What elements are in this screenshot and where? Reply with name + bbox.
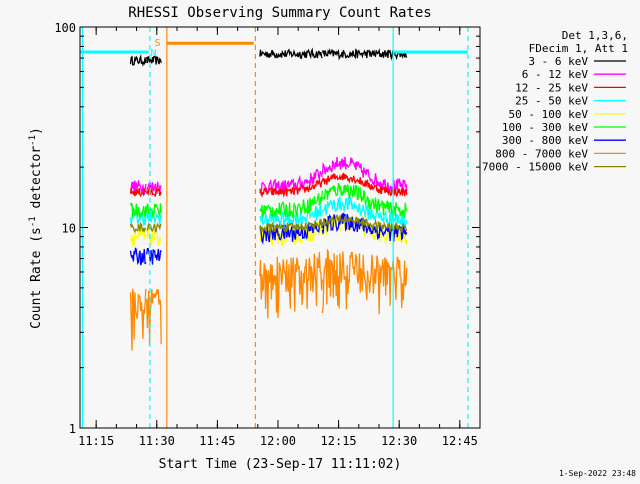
legend-header: Det 1,3,6,	[562, 29, 628, 42]
x-axis-label: Start Time (23-Sep-17 11:11:02)	[159, 457, 402, 472]
x-tick-label: 12:15	[321, 434, 357, 448]
y-tick-label: 10	[62, 222, 76, 236]
mode-label: N	[151, 48, 157, 59]
legend-label: 100 - 300 keV	[502, 121, 588, 134]
legend-label: 300 - 800 keV	[502, 134, 588, 147]
x-tick-label: 12:45	[442, 434, 478, 448]
legend-label: 25 - 50 keV	[515, 95, 588, 108]
x-tick-label: 11:15	[78, 434, 114, 448]
axes: 11:15 11:30 11:45 12:00 12:15 12:30 12:45 1 10 10…	[54, 21, 481, 448]
series-line	[129, 196, 408, 229]
mode-label: S	[155, 38, 161, 49]
x-tick-label: 11:45	[199, 434, 235, 448]
series-line	[129, 214, 408, 234]
legend-label: 6 - 12 keV	[522, 68, 589, 81]
x-tick-label: 12:30	[381, 434, 417, 448]
series-line	[129, 214, 408, 247]
timestamp: 1-Sep-2022 23:48	[559, 469, 636, 478]
chart-title: RHESSI Observing Summary Count Rates	[128, 5, 431, 21]
series-line	[129, 172, 408, 198]
y-axis-label: Count Rate (s-1 detector-1)	[28, 127, 44, 329]
series-line	[129, 47, 408, 67]
y-tick-label: 100	[54, 21, 76, 35]
series-line	[129, 212, 408, 266]
legend-label: 50 - 100 keV	[509, 108, 589, 121]
marker-lines: SN	[80, 27, 469, 428]
series-line	[129, 248, 408, 351]
x-tick-label: 12:00	[260, 434, 296, 448]
series-line	[129, 156, 408, 196]
x-tick-label: 11:30	[139, 434, 175, 448]
legend-label: 800 - 7000 keV	[495, 147, 588, 160]
series-line	[129, 182, 408, 219]
legend-label: 3 - 6 keV	[528, 55, 588, 68]
y-tick-label: 1	[69, 422, 76, 436]
legend-label: 12 - 25 keV	[515, 81, 588, 94]
legend-header: FDecim 1, Att 1	[529, 42, 628, 55]
legend-label: 7000 - 15000 keV	[482, 161, 588, 174]
plot-area	[129, 47, 408, 351]
